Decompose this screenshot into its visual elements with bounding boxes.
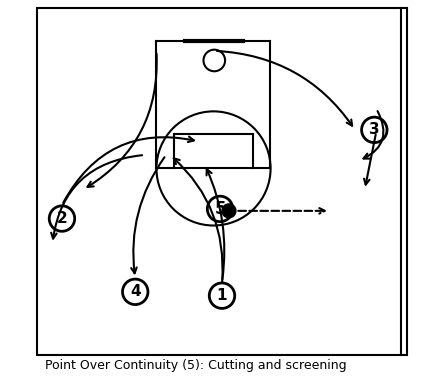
Text: 1: 1 xyxy=(217,288,227,303)
Text: 3: 3 xyxy=(369,122,380,137)
Text: 5: 5 xyxy=(214,200,226,218)
Text: 2: 2 xyxy=(56,211,67,226)
Circle shape xyxy=(222,204,236,218)
Text: Point Over Continuity (5): Cutting and screening: Point Over Continuity (5): Cutting and s… xyxy=(44,359,346,372)
Text: 4: 4 xyxy=(130,284,141,299)
